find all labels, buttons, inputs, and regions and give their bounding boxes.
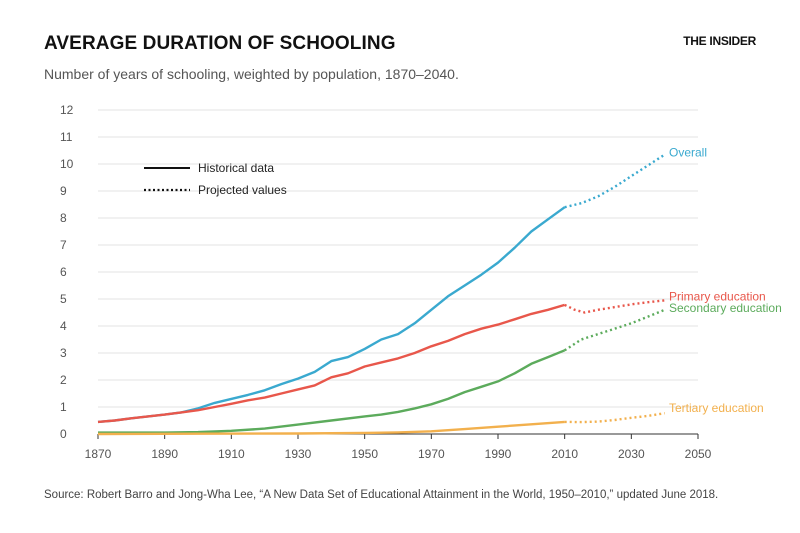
source-note: Source: Robert Barro and Jong-Wha Lee, “…: [44, 489, 719, 501]
x-tick-label: 1870: [85, 447, 112, 461]
primary-series-label: Primary education: [669, 289, 766, 303]
y-tick-label: 2: [60, 373, 67, 387]
x-tick-label: 2010: [551, 447, 578, 461]
overall-historical-line: [97, 206, 566, 424]
x-tick-label: 1910: [218, 447, 245, 461]
grid-lines: [98, 109, 698, 435]
primary-historical-line: [97, 303, 566, 424]
secondary-series-label: Secondary education: [669, 301, 782, 315]
primary-projected-line: [564, 299, 665, 314]
secondary-historical-line: [98, 349, 566, 434]
legend-historical-label: Historical data: [198, 161, 274, 175]
y-tick-label: 12: [60, 103, 74, 117]
overall-series-label: Overall: [669, 146, 707, 160]
series-lines: [97, 153, 666, 436]
y-tick-label: 8: [60, 211, 67, 225]
tertiary-projected-line: [564, 412, 665, 424]
secondary-projected-line: [564, 308, 666, 352]
y-tick-label: 1: [60, 400, 67, 414]
y-tick-label: 5: [60, 292, 67, 306]
x-tick-label: 1950: [351, 447, 378, 461]
x-tick-label: 1930: [285, 447, 312, 461]
tertiary-historical-line: [97, 420, 565, 436]
y-tick-label: 3: [60, 346, 67, 360]
y-tick-label: 4: [60, 319, 67, 333]
y-tick-label: 9: [60, 184, 67, 198]
x-tick-label: 2050: [685, 447, 712, 461]
y-tick-label: 6: [60, 265, 67, 279]
x-axis-ticks: 1870 1890 1910 1930 1950 1970 1990 2010 2030 2050: [85, 434, 712, 461]
x-tick-label: 1970: [418, 447, 445, 461]
x-tick-label: 2030: [618, 447, 645, 461]
x-tick-label: 1890: [151, 447, 178, 461]
x-tick-label: 1990: [485, 447, 512, 461]
legend-projected-label: Projected values: [198, 183, 287, 197]
chart-title: AVERAGE DURATION OF SCHOOLING: [44, 33, 396, 54]
y-tick-label: 0: [60, 427, 67, 441]
y-tick-label: 10: [60, 157, 74, 171]
y-tick-label: 11: [60, 130, 73, 144]
brand-logo: THE INSIDER: [683, 34, 756, 48]
chart-subtitle: Number of years of schooling, weighted b…: [44, 66, 459, 82]
tertiary-series-label: Tertiary education: [669, 401, 764, 415]
legend: Historical data Projected values: [144, 161, 287, 197]
overall-projected-line: [564, 153, 666, 209]
y-tick-label: 7: [60, 238, 67, 252]
